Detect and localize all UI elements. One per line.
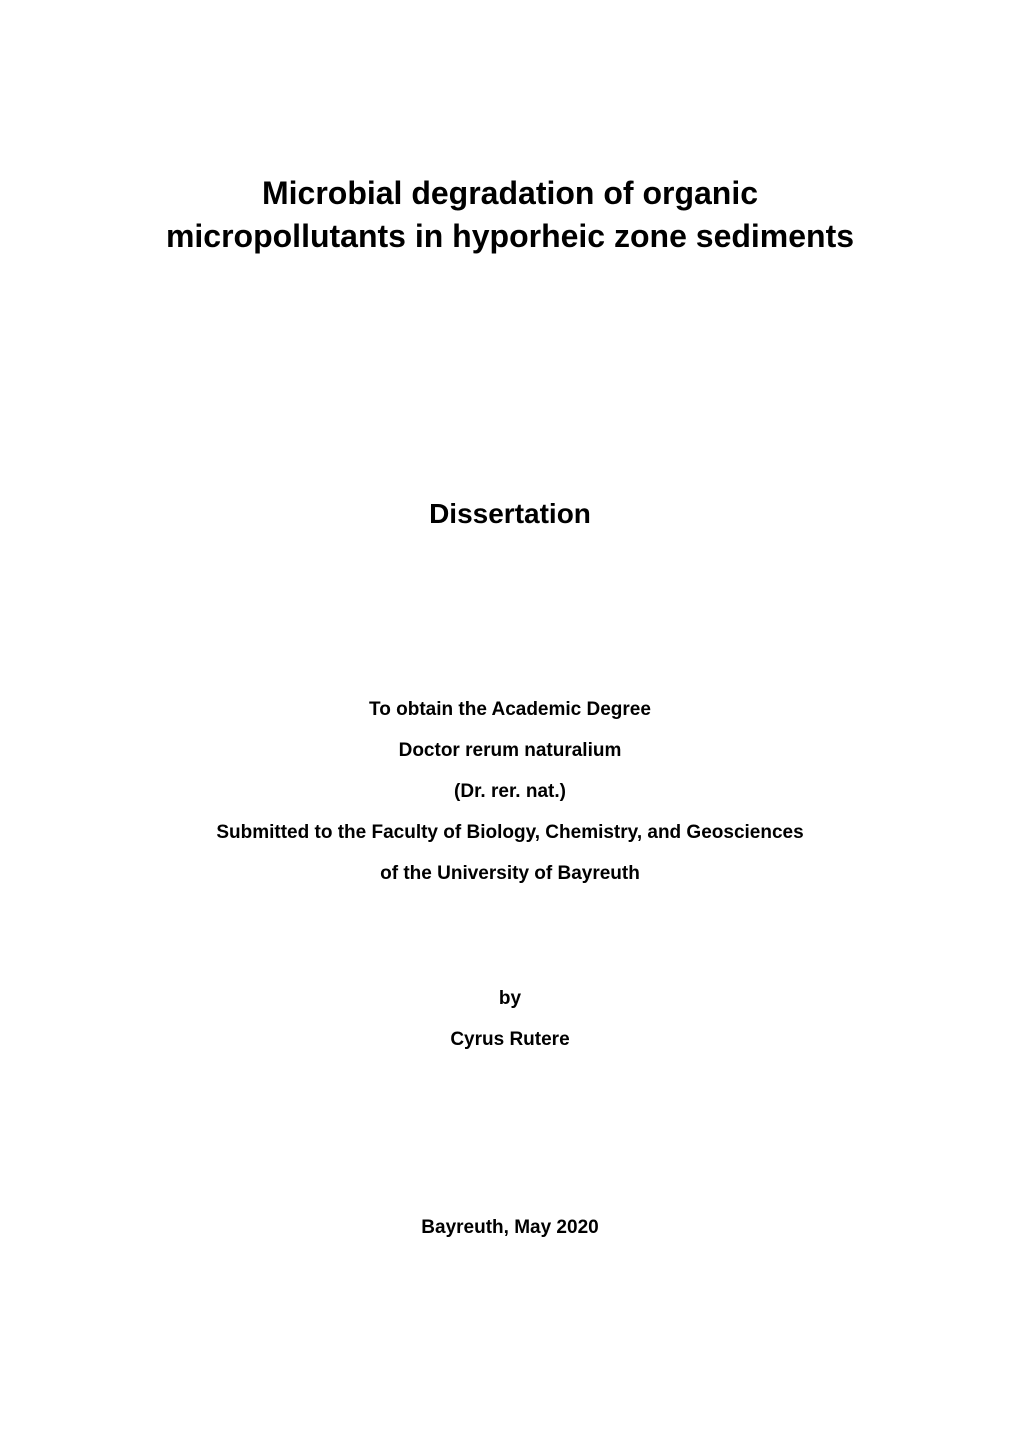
author-block: by Cyrus Rutere [118, 989, 902, 1049]
place-and-date: Bayreuth, May 2020 [118, 1217, 902, 1239]
degree-info-line-1: To obtain the Academic Degree [118, 700, 902, 719]
author-name: Cyrus Rutere [118, 1030, 902, 1049]
degree-info-block: To obtain the Academic Degree Doctor rer… [118, 700, 902, 883]
date-block: Bayreuth, May 2020 [118, 1217, 902, 1239]
title-line-2: micropollutants in hyporheic zone sedime… [118, 215, 902, 258]
degree-info-line-3: (Dr. rer. nat.) [118, 782, 902, 801]
degree-info-line-5: of the University of Bayreuth [118, 864, 902, 883]
title-page: Microbial degradation of organic micropo… [0, 0, 1020, 1442]
section-heading-dissertation: Dissertation [118, 498, 902, 530]
degree-info-line-4: Submitted to the Faculty of Biology, Che… [118, 823, 902, 842]
by-label: by [118, 989, 902, 1008]
degree-info-line-2: Doctor rerum naturalium [118, 741, 902, 760]
title-line-1: Microbial degradation of organic [118, 172, 902, 215]
dissertation-title: Microbial degradation of organic micropo… [118, 172, 902, 258]
